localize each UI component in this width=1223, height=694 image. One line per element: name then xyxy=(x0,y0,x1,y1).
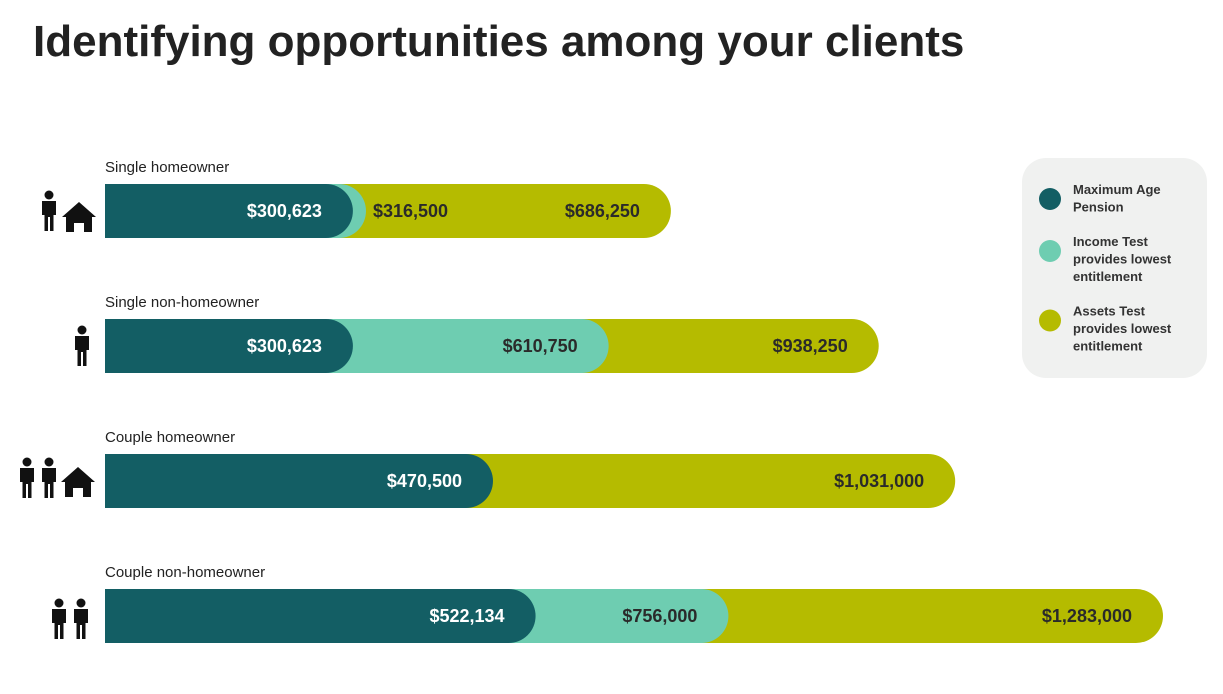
value-label: $470,500 xyxy=(387,471,462,491)
legend-box xyxy=(1022,158,1207,378)
value-label: $522,134 xyxy=(429,606,504,626)
person-icon xyxy=(74,598,88,639)
legend-label: Assets Test provides lowest entitlement xyxy=(1073,304,1172,354)
house-icon xyxy=(61,467,95,497)
value-label: $610,750 xyxy=(503,336,578,356)
category-label: Single non-homeowner xyxy=(105,294,259,311)
category-label: Couple non-homeowner xyxy=(105,564,265,581)
value-label: $300,623 xyxy=(247,336,322,356)
legend-swatch xyxy=(1039,309,1061,332)
legend-swatch xyxy=(1039,240,1061,262)
bar xyxy=(105,319,353,373)
value-label: $316,500 xyxy=(373,201,448,221)
bar xyxy=(105,184,353,238)
chart-title: Identifying opportunities among your cli… xyxy=(33,17,964,66)
category-label: Couple homeowner xyxy=(105,429,235,446)
value-label: $1,031,000 xyxy=(834,471,924,491)
value-label: $1,283,000 xyxy=(1042,606,1132,626)
icons xyxy=(20,190,96,639)
bar xyxy=(105,454,493,508)
person-icon xyxy=(20,457,34,498)
legend-label: Income Test provides lowest entitlement xyxy=(1073,234,1172,284)
value-label: $300,623 xyxy=(247,201,322,221)
person-icon xyxy=(75,325,89,366)
person-icon xyxy=(42,190,56,231)
value-label: $938,250 xyxy=(773,336,848,356)
value-label: $756,000 xyxy=(622,606,697,626)
person-icon xyxy=(42,457,56,498)
bar xyxy=(105,589,536,643)
legend-label: Maximum Age Pension xyxy=(1073,182,1161,215)
value-label: $686,250 xyxy=(565,201,640,221)
category-label: Single homeowner xyxy=(105,159,229,176)
house-icon xyxy=(62,202,96,232)
person-icon xyxy=(52,598,66,639)
legend-swatch xyxy=(1039,188,1061,210)
